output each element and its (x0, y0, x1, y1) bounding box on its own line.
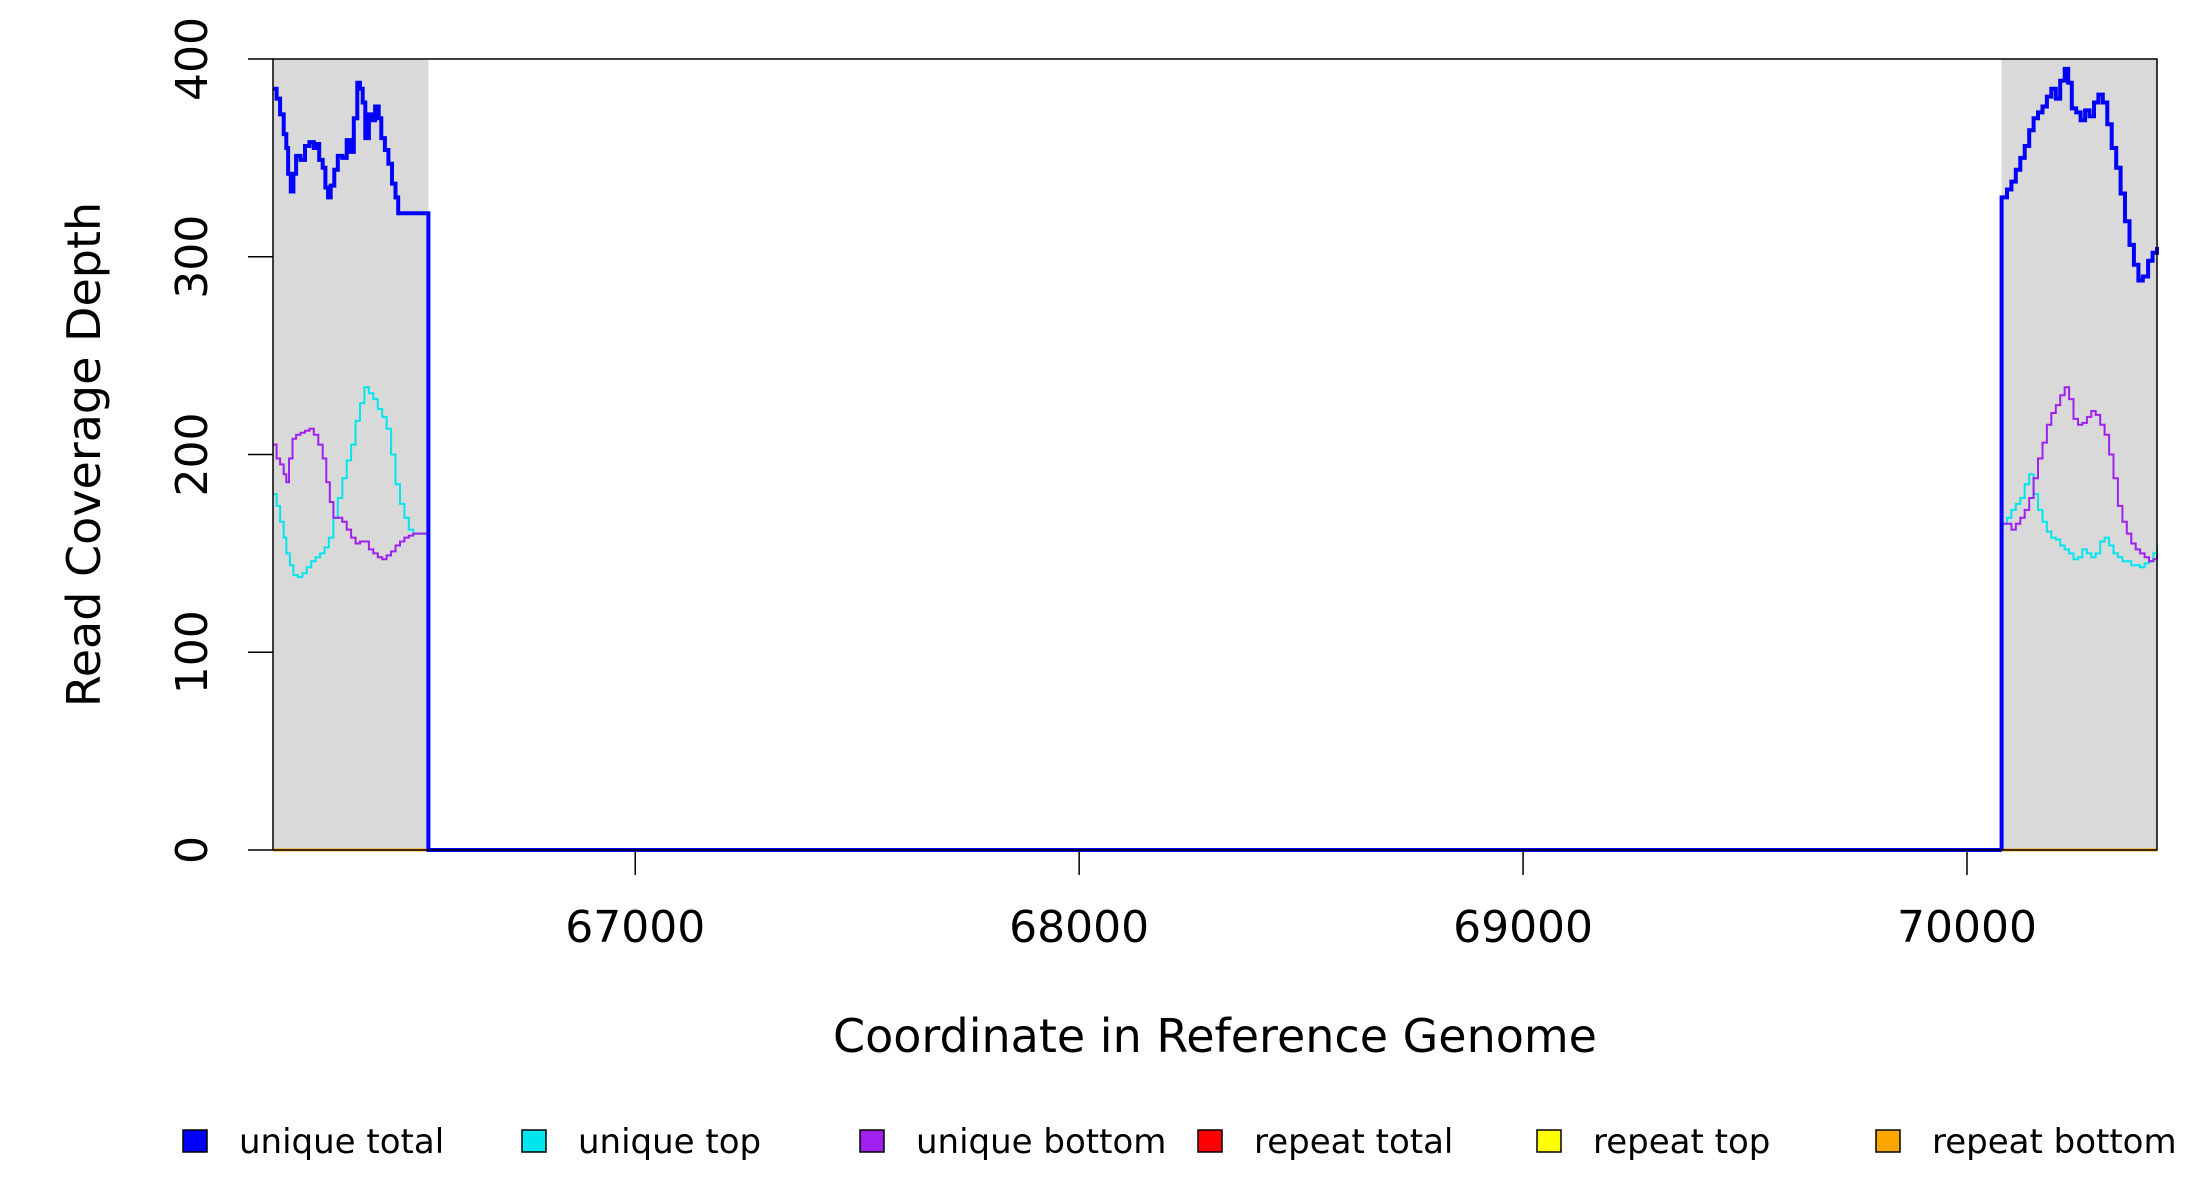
series-line-unique-top-1 (273, 386, 2002, 851)
series-line-unique-top-2 (2000, 473, 2158, 850)
legend-swatch-repeat-total (1197, 1129, 1223, 1153)
legend-swatch-repeat-top (1536, 1129, 1562, 1153)
y-tick-label: 400 (167, 17, 218, 101)
y-tick-label: 300 (167, 215, 218, 299)
x-tick-label: 68000 (1009, 902, 1149, 953)
legend-label-repeat-bottom: repeat bottom (1932, 1122, 2177, 1162)
legend-label-unique-total: unique total (239, 1122, 444, 1162)
shaded-regions (273, 59, 2157, 850)
x-tick-label: 67000 (565, 902, 705, 953)
y-axis: 0 100 200 300 400 (167, 17, 273, 864)
x-tick-label: 69000 (1453, 902, 1593, 953)
legend-label-repeat-total: repeat total (1254, 1122, 1453, 1162)
legend: unique total unique top unique bottom repea… (182, 1122, 2177, 1162)
series-line-unique-total-2 (1999, 66, 2159, 850)
x-tick-label: 70000 (1897, 902, 2037, 953)
series-lines (273, 66, 2159, 852)
y-tick-label: 0 (167, 836, 218, 864)
series-line-unique-total-1 (273, 80, 2002, 852)
legend-swatch-unique-total (182, 1129, 208, 1153)
series-line-unique-bottom-2 (2000, 386, 2158, 850)
legend-label-unique-top: unique top (578, 1122, 761, 1162)
plot-frame (272, 58, 2158, 851)
legend-swatch-unique-bottom (859, 1129, 885, 1153)
legend-label-repeat-top: repeat top (1593, 1122, 1770, 1162)
y-axis-title: Read Coverage Depth (57, 202, 111, 707)
shaded-region-2 (2001, 59, 2157, 850)
series-line-unique-bottom-1 (273, 427, 2002, 851)
x-axis-title: Coordinate in Reference Genome (833, 1009, 1597, 1063)
legend-swatch-repeat-bottom (1875, 1129, 1901, 1153)
y-tick-label: 200 (167, 413, 218, 497)
x-axis: 67000 68000 69000 70000 (565, 850, 2037, 953)
legend-label-unique-bottom: unique bottom (916, 1122, 1166, 1162)
legend-swatch-unique-top (521, 1129, 547, 1153)
y-tick-label: 100 (167, 610, 218, 694)
